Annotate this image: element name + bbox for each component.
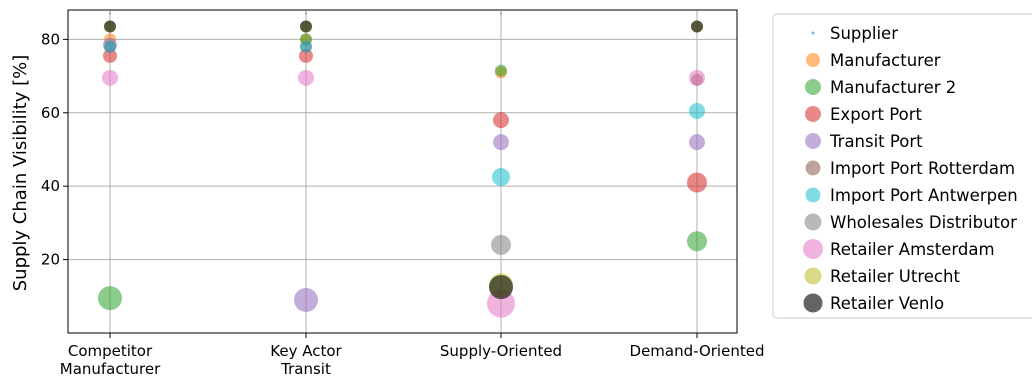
y-axis-ticks: 20 40 60 80 bbox=[41, 30, 68, 269]
x-tick-label-3: Demand-Oriented bbox=[630, 342, 765, 360]
point-0-1 bbox=[305, 12, 307, 15]
point-6-2 bbox=[492, 168, 510, 187]
point-4-3 bbox=[689, 134, 705, 151]
legend-marker-1 bbox=[806, 53, 820, 67]
legend-label-2: Manufacturer 2 bbox=[830, 78, 956, 97]
legend: Supplier Manufacturer Manufacturer 2 Export… bbox=[772, 13, 1032, 319]
legend-label-0: Supplier bbox=[830, 24, 898, 43]
point-6-0 bbox=[104, 40, 116, 53]
point-3-1 bbox=[299, 48, 313, 63]
point-0-2 bbox=[500, 12, 502, 15]
legend-label-8: Retailer Amsterdam bbox=[830, 240, 995, 259]
point-10-0 bbox=[104, 20, 116, 33]
legend-label-7: Wholesales Distributor bbox=[830, 213, 1017, 232]
point-10-1 bbox=[300, 20, 312, 33]
point-7-0 bbox=[491, 234, 511, 255]
x-tick-label-0: Competitor Manufacturer bbox=[60, 342, 161, 378]
legend-marker-6 bbox=[805, 187, 821, 203]
grid-lines bbox=[68, 10, 737, 333]
point-2-3 bbox=[687, 231, 707, 252]
data-points bbox=[98, 12, 707, 318]
plot-area bbox=[67, 9, 738, 334]
legend-marker-10 bbox=[803, 293, 823, 313]
legend-marker-2 bbox=[805, 79, 821, 95]
point-8-1 bbox=[298, 69, 314, 86]
x-axis-ticks: Competitor Manufacturer Key Actor Transit Su… bbox=[60, 333, 765, 378]
point-2-2 bbox=[495, 64, 507, 77]
point-4-1 bbox=[294, 287, 318, 312]
legend-label-5: Import Port Rotterdam bbox=[830, 159, 1015, 178]
legend-label-1: Manufacturer bbox=[830, 51, 941, 70]
legend-marker-9 bbox=[804, 267, 822, 285]
point-6-3 bbox=[689, 102, 705, 119]
y-axis-label: Supply Chain Visibility [%] bbox=[10, 55, 31, 292]
point-10-2 bbox=[489, 275, 513, 300]
point-10-3 bbox=[691, 20, 703, 33]
point-3-0 bbox=[103, 48, 117, 63]
legend-label-4: Transit Port bbox=[829, 132, 923, 151]
x-tick-label-1: Key Actor Transit bbox=[270, 342, 342, 378]
point-3-2 bbox=[493, 112, 509, 129]
point-2-0 bbox=[98, 286, 122, 311]
y-tick-label-3: 80 bbox=[41, 30, 60, 48]
y-tick-label-0: 20 bbox=[41, 251, 60, 269]
point-8-0 bbox=[102, 69, 118, 86]
point-4-2 bbox=[493, 134, 509, 151]
legend-frame bbox=[772, 13, 1032, 319]
legend-marker-0 bbox=[811, 31, 815, 35]
legend-label-3: Export Port bbox=[830, 105, 922, 124]
x-tick-label-2: Supply-Oriented bbox=[440, 342, 562, 360]
point-8-3 bbox=[689, 69, 705, 86]
legend-marker-7 bbox=[804, 213, 822, 231]
legend-label-9: Retailer Utrecht bbox=[830, 267, 960, 286]
y-tick-label-2: 60 bbox=[41, 104, 60, 122]
point-0-0 bbox=[109, 12, 111, 15]
point-3-3 bbox=[687, 172, 707, 193]
legend-marker-8 bbox=[803, 239, 823, 259]
legend-marker-5 bbox=[805, 160, 821, 176]
point-6-1 bbox=[300, 40, 312, 53]
y-tick-label-1: 40 bbox=[41, 177, 60, 195]
legend-label-10: Retailer Venlo bbox=[830, 294, 944, 313]
legend-label-6: Import Port Antwerpen bbox=[830, 186, 1018, 205]
legend-marker-4 bbox=[805, 133, 821, 149]
legend-marker-3 bbox=[805, 106, 821, 122]
